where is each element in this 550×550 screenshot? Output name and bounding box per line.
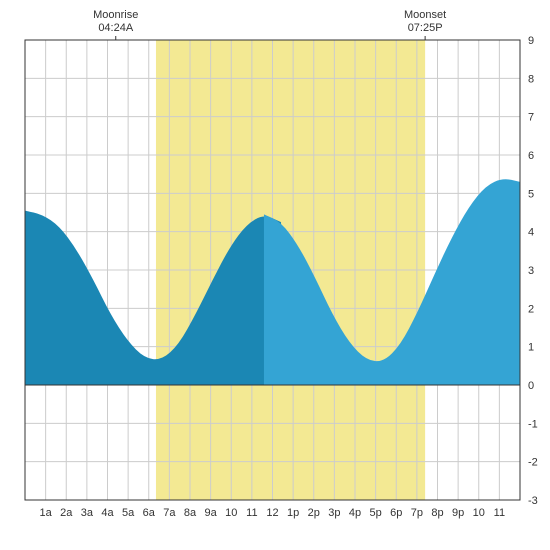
y-tick-label: 5	[528, 188, 534, 200]
x-tick-label: 1a	[40, 507, 53, 519]
x-tick-label: 9a	[205, 507, 218, 519]
x-tick-label: 10	[225, 507, 237, 519]
y-tick-label: -2	[528, 457, 538, 469]
x-tick-label: 2p	[308, 507, 320, 519]
y-tick-label: 0	[528, 380, 534, 392]
tide-area-am	[25, 211, 281, 385]
y-tick-label: -3	[528, 495, 538, 507]
x-tick-label: 3a	[81, 507, 94, 519]
x-tick-label: 4p	[349, 507, 361, 519]
y-tick-label: 3	[528, 265, 534, 277]
y-tick-label: 7	[528, 112, 534, 124]
x-tick-label: 10	[473, 507, 485, 519]
moonset-time: 07:25P	[408, 22, 443, 34]
x-tick-label: 7p	[411, 507, 423, 519]
x-tick-label: 7a	[163, 507, 176, 519]
x-tick-label: 8a	[184, 507, 197, 519]
x-tick-label: 6a	[143, 507, 156, 519]
y-tick-label: 1	[528, 342, 534, 354]
moonrise-label: Moonrise	[93, 9, 138, 21]
x-tick-label: 6p	[390, 507, 402, 519]
x-tick-label: 11	[494, 507, 505, 519]
moonset-label: Moonset	[404, 9, 446, 21]
x-tick-label: 5a	[122, 507, 135, 519]
x-tick-label: 11	[246, 507, 257, 519]
x-tick-label: 3p	[328, 507, 340, 519]
y-tick-label: 2	[528, 303, 534, 315]
x-tick-label: 8p	[431, 507, 443, 519]
x-tick-label: 5p	[370, 507, 382, 519]
tide-chart: -3-2-101234567891a2a3a4a5a6a7a8a9a101112…	[0, 0, 550, 550]
moonrise-time: 04:24A	[98, 22, 134, 34]
y-tick-label: 4	[528, 227, 534, 239]
y-tick-label: 8	[528, 73, 534, 85]
x-tick-label: 4a	[101, 507, 114, 519]
x-tick-label: 12	[266, 507, 278, 519]
y-tick-label: -1	[528, 418, 538, 430]
x-tick-label: 2a	[60, 507, 73, 519]
chart-svg: -3-2-101234567891a2a3a4a5a6a7a8a9a101112…	[0, 0, 550, 550]
x-tick-label: 9p	[452, 507, 464, 519]
x-tick-label: 1p	[287, 507, 299, 519]
y-tick-label: 9	[528, 35, 534, 47]
y-tick-label: 6	[528, 150, 534, 162]
